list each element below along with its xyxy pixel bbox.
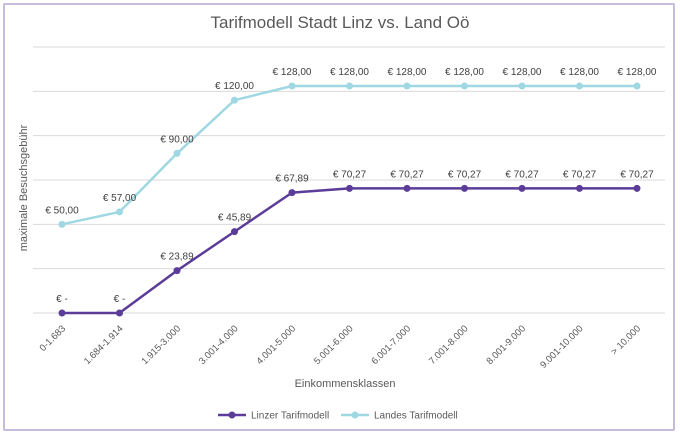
data-labels: € - € - € 23,89 € 45,89 € 67,89 € 70,27 € 70,2… xyxy=(45,67,657,305)
data-point xyxy=(173,149,181,157)
x-tick-label: 1.915-3.000 xyxy=(139,323,183,367)
series-line xyxy=(61,84,637,226)
data-label: € 45,89 xyxy=(218,213,252,224)
data-label: € 70,27 xyxy=(563,169,597,180)
data-label: € 120,00 xyxy=(215,81,254,92)
legend-label-landes: Landes Tarifmodell xyxy=(374,411,458,422)
data-label: € 23,89 xyxy=(160,252,194,263)
x-tick-label: 7.001-8.000 xyxy=(427,323,471,367)
data-label: € 70,27 xyxy=(390,169,424,180)
series-points xyxy=(58,82,641,317)
data-point xyxy=(518,82,526,90)
x-tick-label: 3.001-4.000 xyxy=(197,323,241,367)
x-tick-label: > 10.000 xyxy=(609,323,643,357)
data-point xyxy=(633,184,641,192)
legend-label-linzer: Linzer Tarifmodell xyxy=(251,411,329,422)
data-label: € 70,27 xyxy=(620,169,654,180)
data-label: € 128,00 xyxy=(445,67,484,78)
data-label: € 128,00 xyxy=(618,67,657,78)
data-point xyxy=(461,184,468,192)
data-label: € 128,00 xyxy=(560,67,599,78)
data-label: € 67,89 xyxy=(275,174,309,185)
chart-frame xyxy=(3,3,675,431)
x-tick-label: 4.001-5.000 xyxy=(254,323,298,367)
data-point xyxy=(58,309,66,317)
x-tick-label: 5.001-6.000 xyxy=(312,323,356,367)
data-point xyxy=(173,267,181,275)
data-point xyxy=(58,220,66,228)
data-point xyxy=(518,184,526,192)
data-point xyxy=(116,309,123,317)
x-tick-label: 8.001-9.000 xyxy=(484,323,528,367)
y-axis-title: maximale Besuchsgebühr xyxy=(18,124,30,251)
legend: Linzer Tarifmodell Landes Tarifmodell xyxy=(218,411,458,422)
data-point xyxy=(461,82,468,90)
x-axis-title: Einkommensklassen xyxy=(295,378,396,390)
data-label: € 128,00 xyxy=(273,67,312,78)
x-tick-label: 1.684-1.914 xyxy=(82,323,126,367)
chart-title: Tarifmodell Stadt Linz vs. Land Oö xyxy=(211,13,470,32)
data-point xyxy=(403,184,411,192)
data-label: € - xyxy=(56,294,68,305)
data-point xyxy=(288,189,296,197)
x-tick-labels: 0-1.683 1.684-1.914 1.915-3.000 3.001-4.000… xyxy=(38,323,644,370)
data-point xyxy=(346,82,353,90)
x-tick-label: 0-1.683 xyxy=(38,323,69,354)
data-label: € 70,27 xyxy=(505,169,539,180)
gridlines xyxy=(33,46,665,314)
data-label: € 128,00 xyxy=(388,67,427,78)
data-point xyxy=(576,82,583,90)
data-point xyxy=(231,96,238,104)
data-label: € - xyxy=(114,294,126,305)
data-label: € 128,00 xyxy=(503,67,542,78)
data-label: € 57,00 xyxy=(103,193,137,204)
data-label: € 128,00 xyxy=(330,67,369,78)
data-label: € 50,00 xyxy=(45,205,79,216)
x-tick-label: 6.001-7.000 xyxy=(369,323,413,367)
data-point xyxy=(576,184,583,192)
data-point xyxy=(288,82,296,90)
data-label: € 70,27 xyxy=(333,169,367,180)
x-tick-label: 9.001-10.000 xyxy=(538,323,585,370)
data-point xyxy=(346,184,353,192)
data-point xyxy=(633,82,641,90)
data-point xyxy=(231,228,238,236)
series-lines xyxy=(61,84,637,315)
data-label: € 70,27 xyxy=(448,169,482,180)
data-label: € 90,00 xyxy=(160,134,194,145)
legend-marker-landes xyxy=(351,411,359,419)
series-line xyxy=(62,187,637,315)
data-point xyxy=(403,82,411,90)
legend-marker-linzer xyxy=(228,411,236,419)
data-point xyxy=(116,208,123,216)
